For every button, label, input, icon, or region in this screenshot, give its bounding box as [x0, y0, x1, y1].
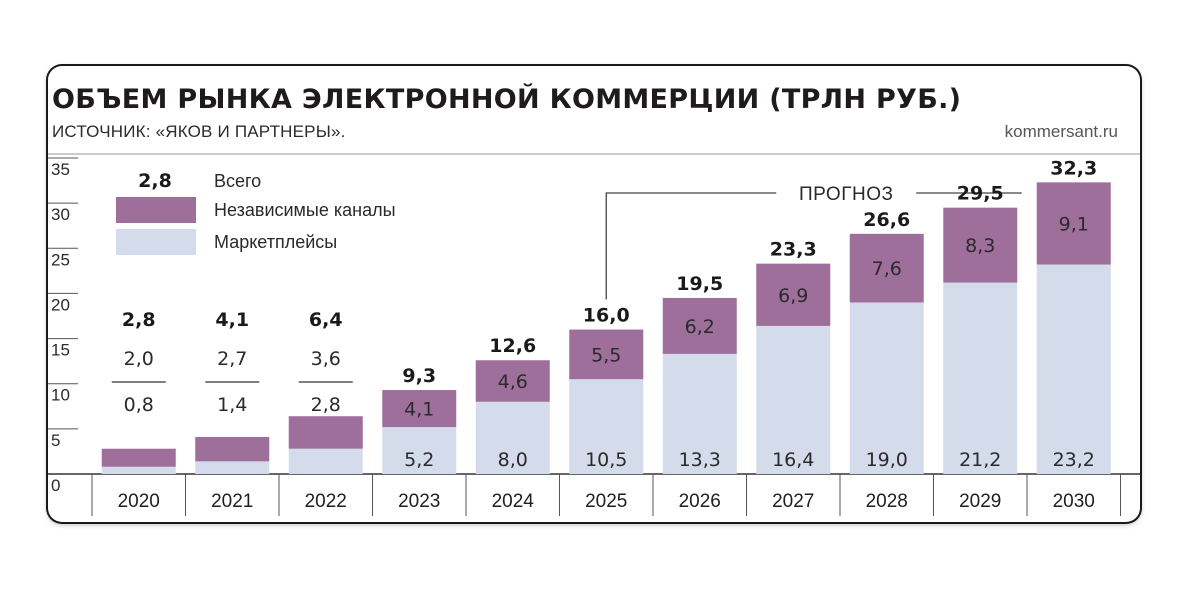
forecast-label: ПРОГНОЗ — [799, 184, 893, 205]
bar-independent — [382, 390, 457, 428]
y-tick-label: 30 — [51, 205, 70, 224]
x-tick-label: 2028 — [866, 491, 908, 512]
independent-value-label: 6,2 — [685, 316, 715, 338]
independent-value-label: 3,6 — [311, 348, 341, 370]
marketplaces-value-label: 2,8 — [311, 394, 341, 416]
bar-marketplaces — [1036, 264, 1111, 474]
bar-marketplaces — [195, 461, 270, 474]
total-label: 32,3 — [1050, 157, 1097, 179]
bar-marketplaces — [756, 325, 831, 474]
independent-value-label: 4,1 — [404, 399, 434, 421]
total-label: 6,4 — [309, 309, 343, 331]
bar-independent — [756, 263, 831, 326]
legend-total-sample: 2,8 — [138, 170, 172, 192]
y-tick-label: 15 — [51, 341, 70, 360]
independent-value-label: 8,3 — [965, 235, 995, 257]
bar-marketplaces — [382, 427, 457, 474]
total-label: 23,3 — [770, 239, 817, 261]
legend-swatch-independent — [116, 197, 196, 223]
source-note: ИСТОЧНИК: «ЯКОВ И ПАРТНЕРЫ». — [52, 122, 346, 141]
legend-label-independent: Независимые каналы — [214, 200, 396, 220]
x-tick-label: 2025 — [585, 491, 627, 512]
x-tick-label: 2022 — [305, 491, 347, 512]
x-tick-label: 2021 — [211, 491, 253, 512]
independent-value-label: 2,0 — [124, 348, 154, 370]
total-label: 9,3 — [402, 365, 436, 387]
legend-swatch-marketplaces — [116, 229, 196, 255]
chart-card: ОБЪЕМ РЫНКА ЭЛЕКТРОННОЙ КОММЕРЦИИ (ТРЛН … — [48, 66, 1140, 522]
independent-value-label: 7,6 — [872, 258, 902, 280]
bar-marketplaces — [943, 282, 1018, 474]
independent-value-label: 2,7 — [217, 348, 247, 370]
bar-independent — [662, 297, 737, 354]
forecast-bracket-left — [605, 192, 777, 300]
total-label: 16,0 — [583, 305, 630, 327]
marketplaces-value-label: 16,4 — [772, 449, 814, 471]
marketplaces-value-label: 13,3 — [679, 449, 721, 471]
marketplaces-value-label: 21,2 — [959, 449, 1001, 471]
bar-independent — [101, 448, 176, 467]
x-tick-label: 2027 — [772, 491, 814, 512]
x-tick-label: 2023 — [398, 491, 440, 512]
credit-link[interactable]: kommersant.ru — [1004, 122, 1118, 141]
bar-marketplaces — [569, 379, 644, 474]
bar-independent — [195, 436, 270, 462]
legend-label-total: Всего — [214, 171, 261, 191]
bar-marketplaces — [662, 353, 737, 474]
independent-value-label: 6,9 — [778, 285, 808, 307]
total-label: 19,5 — [676, 273, 723, 295]
bar-marketplaces — [101, 466, 176, 474]
total-label: 2,8 — [122, 309, 156, 331]
marketplaces-value-label: 1,4 — [217, 394, 247, 416]
bar-marketplaces — [475, 401, 550, 474]
bar-independent — [569, 329, 644, 380]
total-label: 29,5 — [957, 183, 1004, 205]
marketplaces-value-label: 23,2 — [1053, 449, 1095, 471]
bar-independent — [849, 233, 924, 303]
x-tick-label: 2030 — [1053, 491, 1095, 512]
bar-independent — [288, 416, 363, 449]
independent-value-label: 9,1 — [1059, 213, 1089, 235]
bar-independent — [475, 360, 550, 402]
y-tick-label: 10 — [51, 386, 70, 405]
chart-title: ОБЪЕМ РЫНКА ЭЛЕКТРОННОЙ КОММЕРЦИИ (ТРЛН … — [52, 84, 962, 115]
independent-value-label: 5,5 — [591, 344, 621, 366]
y-tick-label: 20 — [51, 295, 70, 314]
total-label: 12,6 — [489, 335, 536, 357]
marketplaces-value-label: 5,2 — [404, 449, 434, 471]
y-tick-label: 5 — [51, 431, 60, 450]
x-tick-label: 2029 — [959, 491, 1001, 512]
y-tick-label: 35 — [51, 160, 70, 179]
marketplaces-value-label: 19,0 — [866, 449, 908, 471]
x-tick-label: 2024 — [492, 491, 535, 512]
total-label: 4,1 — [215, 309, 249, 331]
marketplaces-value-label: 10,5 — [585, 449, 627, 471]
marketplaces-value-label: 0,8 — [124, 394, 154, 416]
y-tick-label: 0 — [51, 476, 60, 495]
bar-marketplaces — [849, 302, 924, 474]
y-tick-label: 25 — [51, 250, 70, 269]
bar-marketplaces — [288, 448, 363, 474]
bar-independent — [1036, 182, 1111, 265]
bar-independent — [943, 207, 1018, 283]
total-label: 26,6 — [863, 209, 910, 231]
legend-label-marketplaces: Маркетплейсы — [214, 232, 337, 252]
x-tick-label: 2026 — [679, 491, 721, 512]
x-tick-label: 2020 — [118, 491, 160, 512]
marketplaces-value-label: 8,0 — [498, 449, 528, 471]
independent-value-label: 4,6 — [498, 371, 528, 393]
